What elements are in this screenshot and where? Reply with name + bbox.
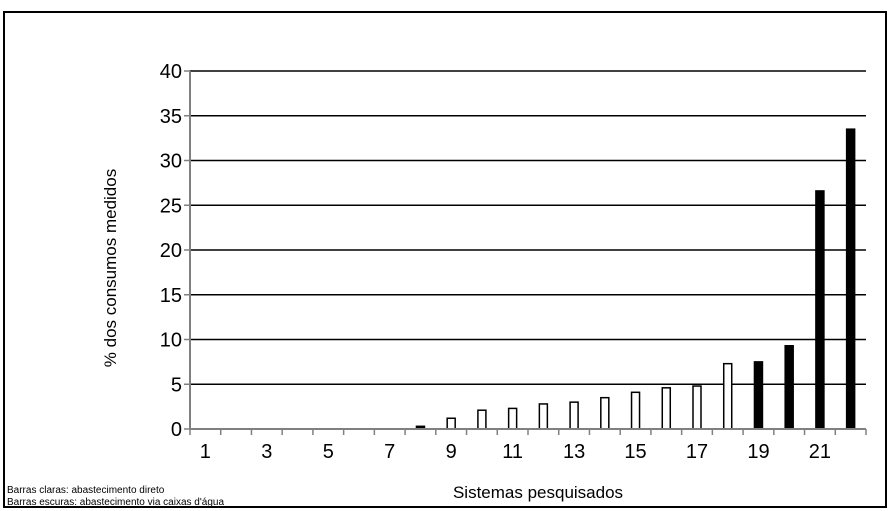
bar-15-light: [630, 391, 641, 430]
bar-22-dark: [845, 128, 856, 430]
bar-21-dark: [815, 190, 825, 430]
x-tick-label: 21: [809, 441, 831, 463]
bar-17-light: [692, 385, 702, 430]
gridlines: [190, 70, 866, 385]
bar-20-dark: [784, 345, 794, 430]
x-tick-label: 1: [200, 441, 211, 463]
bar-14-light: [600, 396, 610, 430]
bar-12-light: [538, 403, 549, 430]
y-axis-title: % dos consumos medidos: [101, 169, 120, 367]
legend-note-light-bars: Barras claras: abastecimento direto: [7, 485, 165, 496]
x-tick-label: 19: [747, 441, 769, 463]
bar-18-light: [722, 362, 733, 430]
legend-note-dark-bars: Barras escuras: abastecimento via caixas…: [7, 497, 225, 508]
bar-13-light: [569, 401, 579, 430]
y-tick-label: 35: [160, 106, 182, 128]
x-tick-label: 9: [446, 441, 457, 463]
bar-11-light: [507, 407, 518, 430]
axes: [184, 70, 867, 435]
bar-9-light: [446, 417, 456, 430]
chart-frame: [3, 11, 887, 508]
y-tick-labels: 0 5 10 15 20 25 30 35 40: [160, 61, 182, 441]
y-tick-label: 15: [160, 285, 182, 307]
x-tick-label: 15: [624, 441, 646, 463]
y-tick-label: 5: [171, 374, 182, 396]
x-tick-label: 3: [261, 441, 272, 463]
x-tick-labels: 1 3 5 7 9 11 13 15 17 19 21: [200, 441, 831, 463]
x-tick-label: 7: [384, 441, 395, 463]
bar-10-light: [477, 409, 487, 430]
x-axis-title: Sistemas pesquisados: [453, 483, 623, 502]
y-tick-label: 40: [160, 61, 182, 83]
bar-19-dark: [753, 361, 764, 430]
x-tick-label: 5: [323, 441, 334, 463]
y-tick-label: 20: [160, 240, 182, 262]
y-tick-label: 0: [171, 419, 182, 441]
x-tick-label: 17: [686, 441, 708, 463]
x-tick-label: 13: [563, 441, 585, 463]
y-tick-label: 10: [160, 330, 182, 352]
x-tick-label: 11: [502, 441, 523, 463]
bar-16-light: [661, 387, 672, 430]
y-tick-label: 30: [160, 151, 182, 173]
y-tick-label: 25: [160, 195, 182, 217]
